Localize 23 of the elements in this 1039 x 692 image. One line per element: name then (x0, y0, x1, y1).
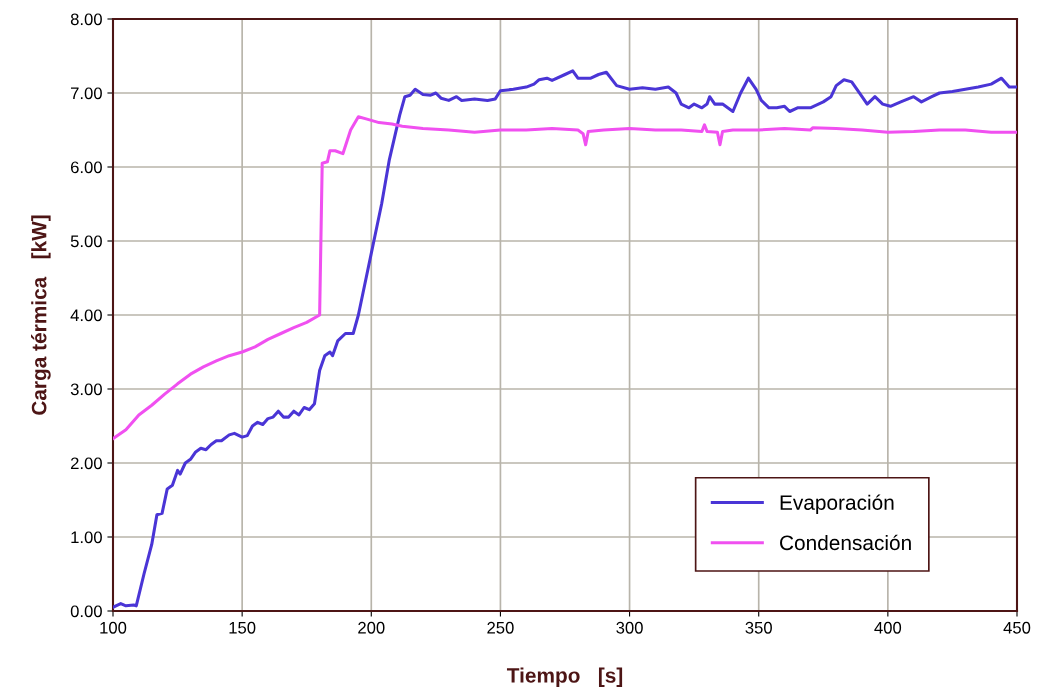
legend-label: Condensación (780, 534, 911, 551)
y-tick-label: 3.00 (70, 383, 102, 396)
x-tick-label: 400 (874, 621, 902, 634)
x-tick-label: 100 (100, 621, 127, 634)
x-tick-label: 450 (1003, 621, 1031, 634)
y-tick-label: 5.00 (70, 235, 102, 248)
x-tick-label: 150 (229, 621, 256, 634)
x-tick-label: 350 (745, 621, 772, 634)
y-tick-label: 4.00 (70, 309, 102, 322)
y-tick-label: 0.00 (70, 605, 102, 618)
y-tick-label: 8.00 (70, 13, 102, 26)
x-axis-title: Tiempo [s] (506, 667, 623, 687)
x-tick-label: 300 (616, 621, 643, 634)
line-series (113, 115, 1017, 441)
y-tick-label: 1.00 (71, 531, 102, 544)
x-tick-label: 200 (358, 621, 385, 634)
x-tick-label: 250 (487, 621, 514, 634)
y-tick-label: 2.00 (70, 457, 102, 470)
line-series (113, 69, 1017, 609)
y-tick-label: 6.00 (70, 161, 102, 174)
legend-label: Evaporación (780, 494, 894, 515)
y-tick-label: 7.00 (71, 87, 102, 100)
y-axis-title: Carga térmica [kW] (31, 215, 51, 415)
